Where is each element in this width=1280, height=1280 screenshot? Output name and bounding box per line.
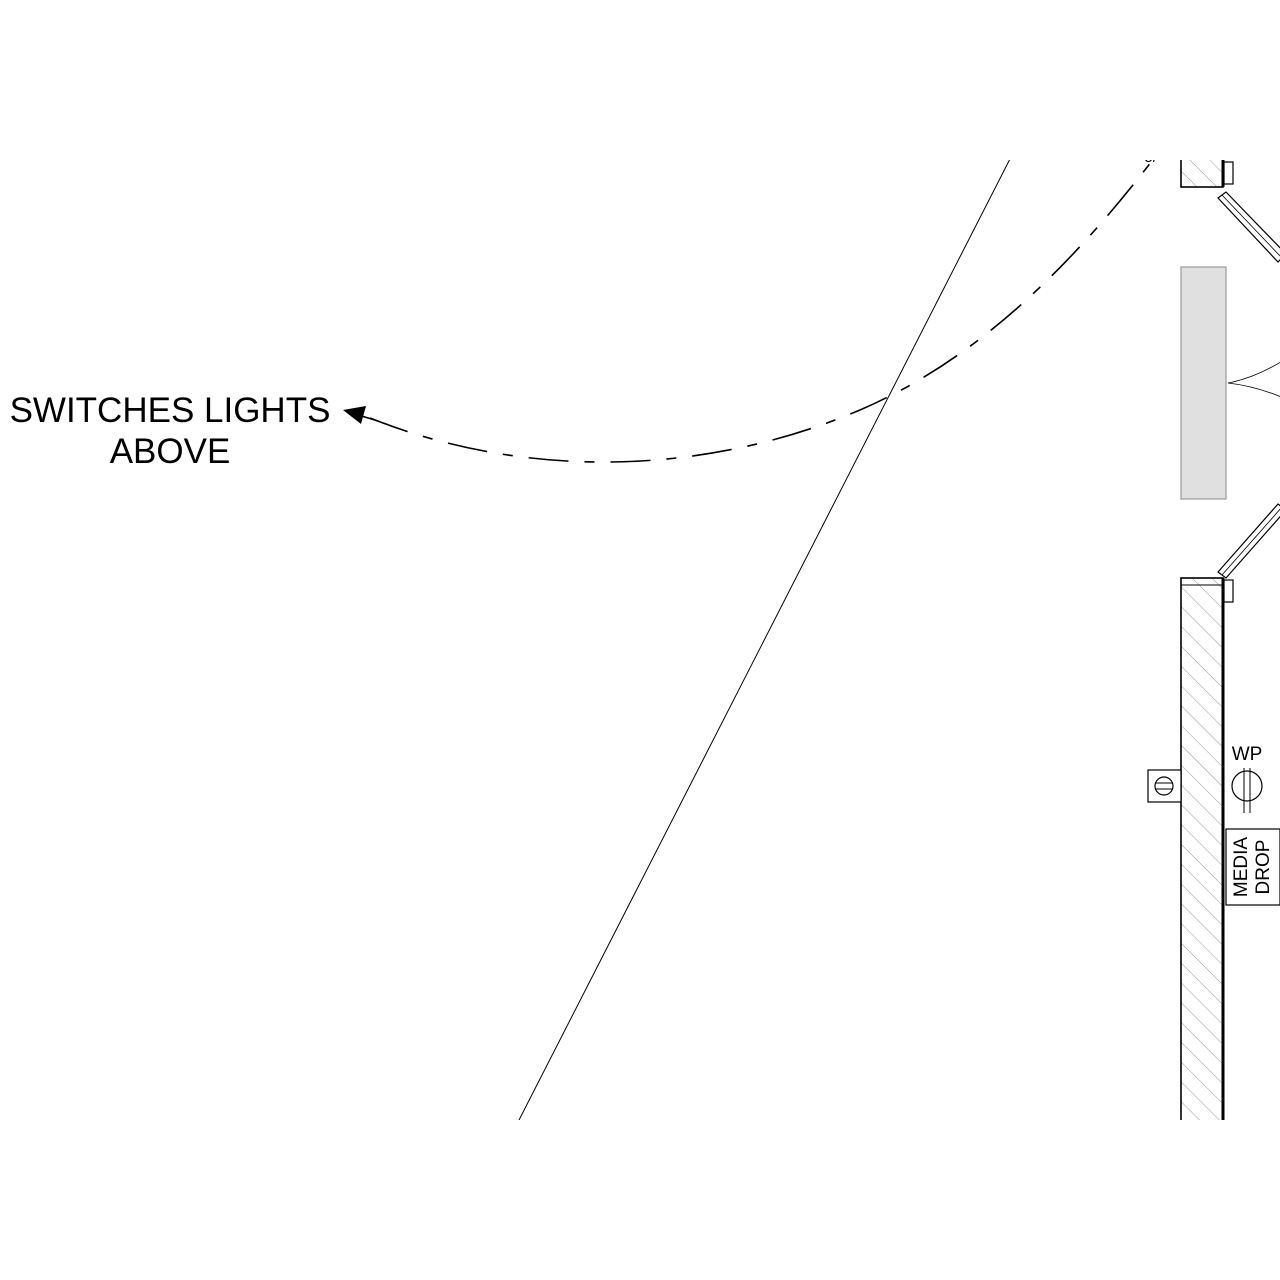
swing-arc [1227, 361, 1280, 384]
media-drop-box [1225, 828, 1280, 906]
wp-label: WP [1232, 744, 1263, 765]
annotation-line2: ABOVE [110, 432, 231, 471]
swing-arc [1227, 382, 1280, 397]
switch-leg-curve [369, 160, 1154, 463]
annotation-line1: SWITCHES LIGHTS [10, 391, 331, 430]
upper-casement-sash [1217, 191, 1280, 263]
arrowhead-icon [343, 406, 366, 424]
upper-wall-stub [1180, 160, 1234, 188]
arrow-tail [354, 413, 379, 422]
lower-casement-sash [1217, 503, 1280, 579]
window-panel [1180, 266, 1227, 500]
lower-wall [1180, 577, 1234, 1120]
media-drop-label-line2: DROP [1253, 840, 1274, 895]
weatherproof-receptacle-icon [1231, 768, 1263, 813]
switch-icon [1147, 769, 1182, 803]
cut-off-text-fragment: o/ [1144, 149, 1158, 166]
diagonal-line [518, 160, 1011, 1120]
media-drop-label-line1: MEDIA [1231, 837, 1252, 898]
